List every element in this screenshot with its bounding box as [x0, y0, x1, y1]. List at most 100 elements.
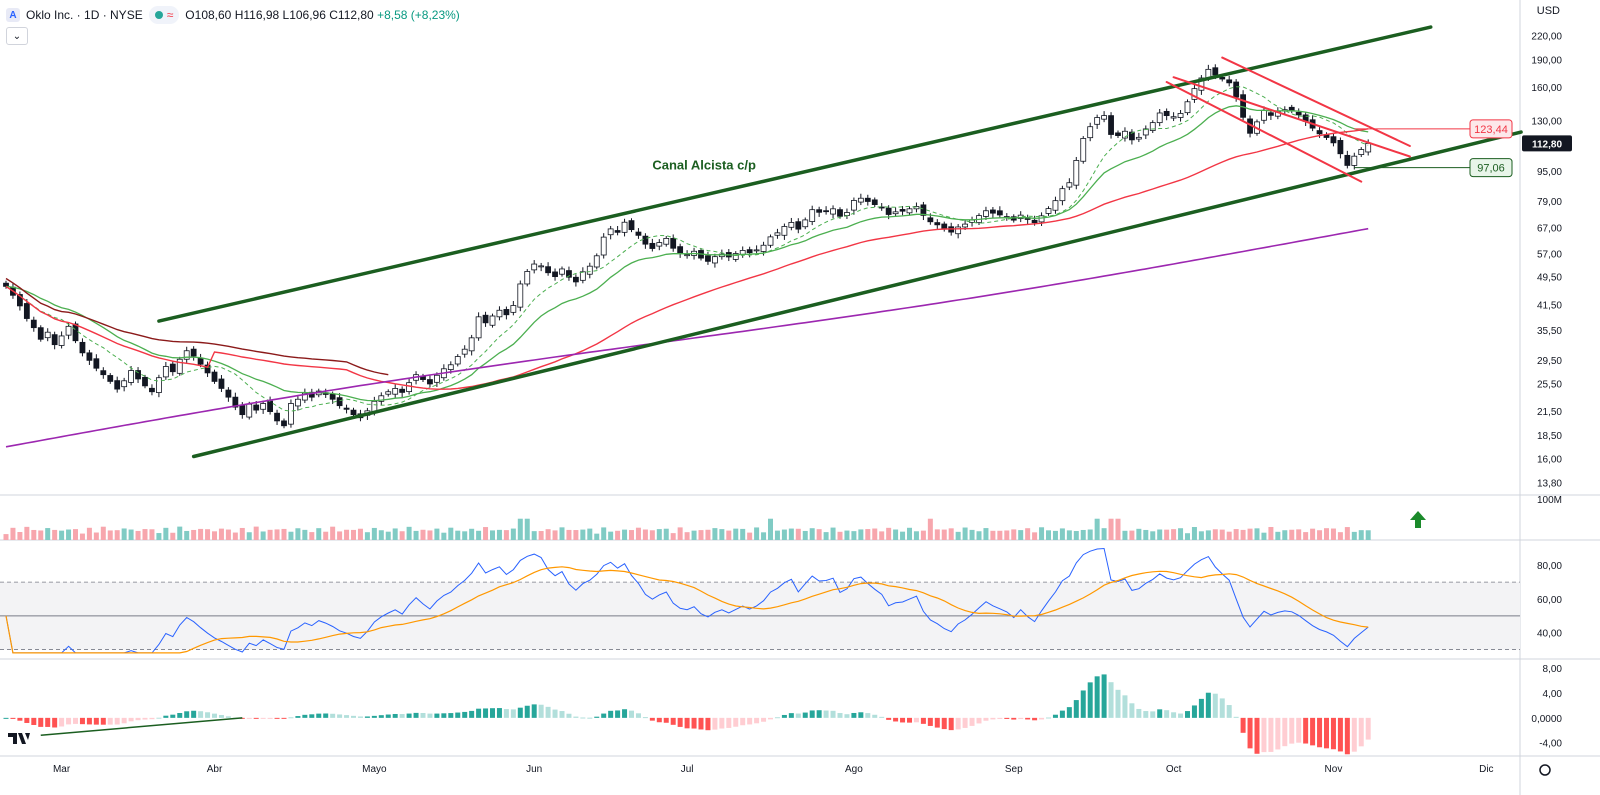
histogram-bar	[253, 717, 259, 719]
histogram-bar	[316, 713, 322, 718]
histogram-bar	[580, 717, 586, 719]
histogram-bar	[983, 717, 989, 721]
candle-up	[475, 316, 482, 339]
candle-up	[1261, 109, 1267, 121]
candle-down	[1108, 115, 1114, 135]
volume-bar	[837, 531, 843, 540]
collapse-legend-button[interactable]: ⌄	[6, 27, 28, 45]
down-channel-upper2-line	[1221, 56, 1411, 147]
histogram-bar	[274, 717, 280, 719]
candle-up	[1149, 122, 1156, 131]
volume-bar	[503, 530, 509, 540]
candle-down	[218, 378, 225, 389]
volume-bar	[566, 529, 572, 540]
candle-down	[1295, 111, 1302, 116]
volume-bar	[997, 530, 1003, 540]
volume-bar	[1219, 529, 1225, 540]
sma-50-line	[5, 128, 1369, 390]
price-tick-label: 41,50	[1537, 301, 1562, 312]
candle-up	[406, 382, 413, 393]
volume-bar	[1330, 528, 1336, 540]
histogram-bar	[246, 717, 252, 719]
volume-bar	[1143, 529, 1149, 540]
price-tick-label: 21,50	[1537, 407, 1562, 418]
volume-bar	[962, 527, 968, 540]
volume-bar	[177, 526, 183, 540]
candle-down	[142, 376, 148, 387]
candle-up	[1066, 182, 1073, 188]
volume-bar	[670, 533, 676, 540]
volume-bar	[86, 527, 92, 540]
histogram-bar	[86, 717, 92, 725]
volume-bar	[156, 533, 162, 540]
histogram-bar	[1303, 717, 1309, 744]
rsi-tick-label: 40,00	[1537, 629, 1562, 640]
histogram-bar	[1365, 717, 1371, 740]
candle-down	[614, 230, 621, 233]
sma-200-line	[5, 227, 1369, 448]
histogram-bar	[969, 717, 975, 726]
last-price-tag	[1522, 135, 1572, 152]
histogram-bar	[476, 708, 482, 718]
volume-bar	[1066, 530, 1072, 540]
histogram-bar	[1324, 717, 1329, 749]
histogram-bar	[1108, 682, 1114, 718]
time-tick-label: Ago	[845, 764, 863, 775]
last-price-label: 112,80	[1532, 139, 1562, 150]
volume-bar	[705, 529, 711, 540]
histogram-bar	[1004, 717, 1010, 719]
histogram-bar	[629, 710, 634, 718]
histogram-bar	[677, 717, 683, 727]
volume-bar	[948, 528, 954, 540]
price-tick-label: 130,00	[1531, 117, 1562, 128]
candle-up	[857, 197, 864, 203]
volume-bar	[712, 528, 718, 540]
histogram-bar	[309, 714, 315, 718]
symbol-title[interactable]: Oklo Inc. · 1D · NYSE	[26, 8, 143, 22]
histogram-bar	[816, 710, 822, 718]
histogram-bar	[907, 717, 912, 723]
histogram-bar	[510, 709, 516, 718]
candle-up	[246, 403, 253, 418]
histogram-bar	[24, 717, 30, 723]
volume-tick-label: 100M	[1537, 495, 1562, 506]
volume-bar	[615, 530, 621, 540]
histogram-bar	[1066, 707, 1072, 718]
volume-bar	[52, 529, 58, 540]
histogram-bar	[900, 717, 906, 723]
down-channel-lower-line	[1165, 81, 1363, 183]
volume-bar	[1046, 530, 1051, 540]
candle-down	[649, 242, 656, 249]
candle-down	[1344, 154, 1351, 166]
volume-bar	[872, 528, 878, 540]
chart-header: A Oklo Inc. · 1D · NYSE ≈ O108,60 H116,9…	[0, 0, 460, 30]
volume-bar	[594, 533, 600, 540]
volume-bar	[420, 529, 426, 540]
volume-bar	[31, 529, 37, 540]
volume-bar	[601, 527, 607, 540]
candle-down	[1316, 130, 1323, 135]
histogram-bar	[872, 714, 878, 718]
candle-down	[1212, 67, 1219, 76]
currency-label[interactable]: USD	[1536, 5, 1560, 17]
volume-bar	[573, 530, 579, 540]
histogram-bar	[1011, 717, 1017, 720]
volume-bar	[830, 527, 836, 540]
volume-bar	[990, 530, 996, 540]
gear-icon	[1539, 764, 1551, 776]
histogram-bar	[1351, 717, 1357, 752]
candle-down	[86, 352, 93, 361]
volume-bar	[1136, 528, 1142, 540]
candle-down	[253, 404, 260, 411]
volume-bar	[809, 528, 815, 540]
candle-down	[816, 209, 823, 213]
resistance-tag	[1469, 119, 1513, 139]
status-pill[interactable]: ≈	[148, 6, 180, 24]
histogram-tick-label: -4,00	[1539, 739, 1562, 750]
histogram-bar	[31, 717, 37, 725]
histogram-trend-line	[40, 717, 243, 736]
candle-up	[531, 263, 538, 271]
histogram-bar	[490, 708, 495, 718]
volume-bar	[218, 528, 224, 540]
